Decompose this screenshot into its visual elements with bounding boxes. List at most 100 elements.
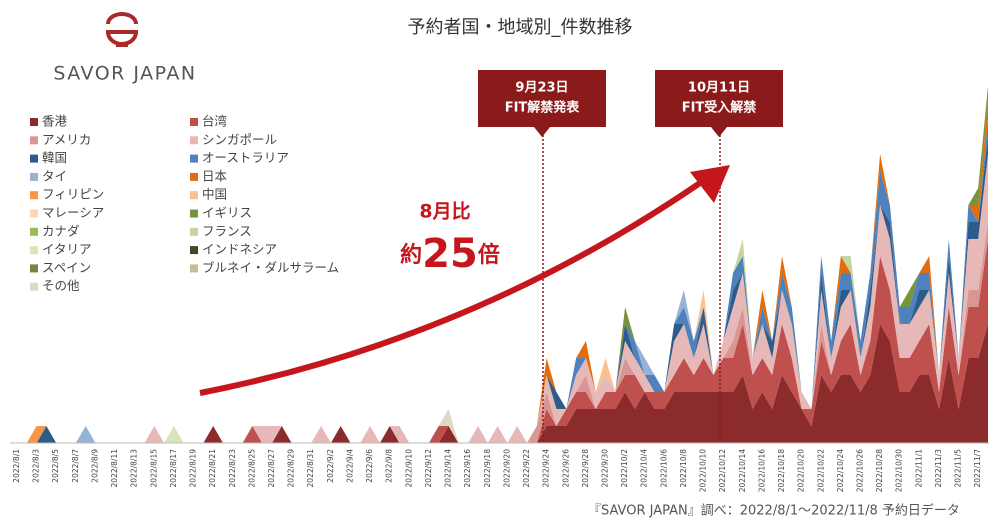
- callout: 9月23日 FIT解禁発表: [478, 70, 606, 137]
- x-tick-label: 2022/10/30: [895, 449, 904, 492]
- legend-label: フィリピン: [42, 187, 104, 202]
- ratio-prefix: 約: [400, 242, 422, 268]
- trend-arrow: [199, 180, 702, 396]
- x-tick-label: 2022/9/28: [581, 449, 590, 488]
- x-tick-label: 2022/10/22: [816, 449, 825, 492]
- legend-label: その他: [42, 278, 80, 293]
- x-tick-label: 2022/9/18: [483, 449, 492, 488]
- x-tick-label: 2022/10/18: [777, 449, 786, 492]
- callout-date: 10月11日: [688, 81, 750, 96]
- x-tick-label: 2022/8/5: [51, 449, 60, 483]
- source: 『SAVOR JAPAN』調べ：2022/8/1～2022/11/8 予約日デー…: [588, 503, 960, 519]
- legend-swatch: [30, 136, 38, 145]
- ratio-suffix: 倍: [478, 242, 500, 268]
- legend-label: イタリア: [42, 242, 92, 257]
- x-tick-label: 2022/9/24: [542, 449, 551, 488]
- legend-swatch: [30, 246, 38, 255]
- arrow-head: [690, 165, 730, 203]
- callout-box: [655, 70, 783, 137]
- legend-swatch: [30, 154, 38, 163]
- callout-text: FIT解禁発表: [505, 100, 581, 116]
- legend-swatch: [30, 172, 38, 181]
- x-tick-label: 2022/11/5: [954, 449, 963, 488]
- area: [17, 324, 988, 443]
- legend-label: アメリカ: [42, 132, 91, 147]
- x-tick-label: 2022/9/4: [345, 449, 354, 483]
- x-tick-label: 2022/11/7: [973, 449, 982, 488]
- x-tick-label: 2022/10/12: [718, 449, 727, 492]
- x-tick-label: 2022/10/16: [757, 449, 766, 492]
- x-tick-label: 2022/11/3: [934, 449, 943, 488]
- x-tick-label: 2022/8/31: [306, 449, 315, 488]
- x-tick-label: 2022/9/30: [600, 449, 609, 488]
- x-tick-label: 2022/8/29: [287, 449, 296, 488]
- x-tick-label: 2022/8/3: [32, 449, 41, 483]
- legend-label: スペイン: [42, 260, 91, 275]
- legend-swatch: [30, 209, 38, 218]
- x-tick-label: 2022/8/23: [228, 449, 237, 488]
- areas: [17, 86, 988, 443]
- legend-swatch: [30, 227, 38, 236]
- x-tick-label: 2022/8/25: [247, 449, 256, 488]
- legend-label: タイ: [42, 168, 67, 183]
- legend-label: インドネシア: [202, 242, 277, 257]
- legend-swatch: [30, 264, 38, 273]
- ratio: 約25倍: [400, 231, 500, 277]
- legend-label: シンガポール: [202, 132, 277, 147]
- x-tick-label: 2022/9/20: [502, 449, 511, 488]
- x-tick-label: 2022/8/21: [208, 449, 217, 488]
- x-tick-label: 2022/9/10: [404, 449, 413, 488]
- legend-label: 香港: [42, 114, 68, 129]
- legend-swatch: [30, 282, 38, 291]
- legend-label: ブルネイ・ダルサラーム: [202, 260, 339, 275]
- x-tick-label: 2022/8/27: [267, 449, 276, 488]
- x-tick-label: 2022/9/12: [424, 449, 433, 488]
- x-tick-label: 2022/8/17: [169, 449, 178, 488]
- x-tick-label: 2022/10/2: [620, 449, 629, 488]
- legend-swatch: [190, 264, 198, 273]
- x-tick-label: 2022/9/8: [385, 449, 394, 483]
- x-tick-label: 2022/8/9: [90, 449, 99, 483]
- x-tick-label: 2022/8/13: [130, 449, 139, 488]
- legend-label: 日本: [202, 168, 228, 183]
- x-tick-label: 2022/8/11: [110, 449, 119, 488]
- x-tick-label: 2022/10/10: [699, 449, 708, 492]
- x-tick-label: 2022/11/1: [914, 449, 923, 488]
- x-tick-label: 2022/10/26: [855, 449, 864, 492]
- callout-date: 9月23日: [515, 81, 568, 96]
- callout-text: FIT受入解禁: [682, 100, 757, 116]
- x-tick-label: 2022/10/8: [679, 449, 688, 488]
- x-tick-label: 2022/10/20: [797, 449, 806, 492]
- logo-icon: [106, 12, 138, 47]
- legend-swatch: [190, 191, 198, 200]
- x-tick-label: 2022/9/26: [561, 449, 570, 488]
- callout-box: [478, 70, 606, 137]
- x-tick-label: 2022/10/24: [836, 449, 845, 492]
- legend-label: 韓国: [42, 150, 67, 165]
- legend-label: マレーシア: [42, 205, 104, 220]
- x-tick-label: 2022/9/22: [522, 449, 531, 488]
- legend-label: オーストラリア: [202, 150, 289, 165]
- legend-label: 中国: [202, 187, 227, 202]
- ratio-number: 25: [422, 231, 478, 277]
- legend-label: 台湾: [202, 114, 227, 129]
- legend-swatch: [190, 227, 198, 236]
- legend-label: フランス: [202, 223, 252, 238]
- x-tick-label: 2022/9/14: [444, 449, 453, 488]
- x-tick-label: 2022/10/6: [659, 449, 668, 488]
- legend-swatch: [30, 191, 38, 200]
- x-tick-label: 2022/10/28: [875, 449, 884, 492]
- x-tick-label: 2022/9/16: [463, 449, 472, 488]
- x-tick-label: 2022/10/14: [738, 449, 747, 492]
- logo-text: SAVOR JAPAN: [53, 63, 196, 85]
- x-tick-label: 2022/8/19: [189, 449, 198, 488]
- x-tick-label: 2022/8/15: [149, 449, 158, 488]
- ratio-label: 8月比: [419, 201, 470, 223]
- x-tick-label: 2022/10/4: [640, 449, 649, 488]
- x-tick-label: 2022/8/7: [71, 449, 80, 483]
- logo: SAVOR JAPAN: [53, 12, 196, 85]
- x-tick-label: 2022/8/1: [12, 449, 21, 483]
- legend-swatch: [190, 154, 198, 163]
- legend-label: カナダ: [42, 223, 80, 238]
